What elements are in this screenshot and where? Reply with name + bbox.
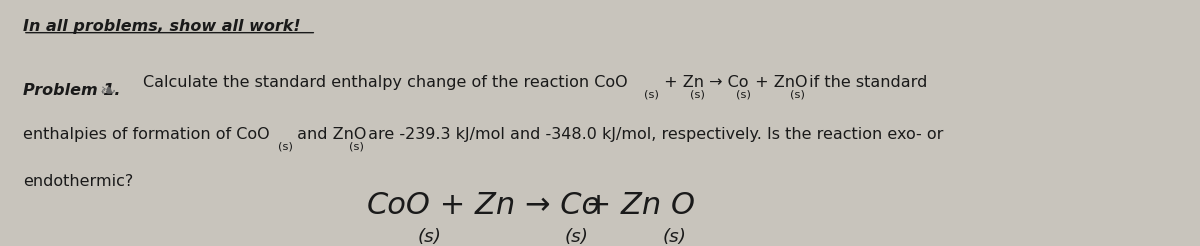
Text: (s): (s) (690, 90, 704, 100)
Text: if the standard: if the standard (804, 75, 926, 90)
Text: + Zn: + Zn (659, 75, 703, 90)
Text: + Zn O: + Zn O (576, 191, 695, 220)
Text: In all problems, show all work!: In all problems, show all work! (23, 19, 300, 34)
Text: (s): (s) (418, 228, 442, 246)
Text: CoO: CoO (366, 191, 431, 220)
Text: (s): (s) (564, 228, 588, 246)
Text: + Zn → Co: + Zn → Co (430, 191, 600, 220)
Text: endothermic?: endothermic? (23, 174, 133, 189)
Text: and ZnO: and ZnO (293, 126, 367, 141)
Text: Calculate the standard enthalpy change of the reaction CoO: Calculate the standard enthalpy change o… (143, 75, 628, 90)
Text: (s): (s) (737, 90, 751, 100)
Text: + ZnO: + ZnO (750, 75, 808, 90)
Text: are -239.3 kJ/mol and -348.0 kJ/mol, respectively. Is the reaction exo- or: are -239.3 kJ/mol and -348.0 kJ/mol, res… (362, 126, 943, 141)
Text: (s): (s) (791, 90, 805, 100)
Text: (s): (s) (644, 90, 659, 100)
Text: Problem 1.: Problem 1. (23, 83, 120, 98)
Text: (s): (s) (278, 142, 293, 152)
Text: → Co: → Co (704, 75, 749, 90)
Text: (s): (s) (348, 142, 364, 152)
Text: enthalpies of formation of CoO: enthalpies of formation of CoO (23, 126, 270, 141)
Text: ❧: ❧ (100, 82, 116, 101)
Text: (s): (s) (662, 228, 686, 246)
